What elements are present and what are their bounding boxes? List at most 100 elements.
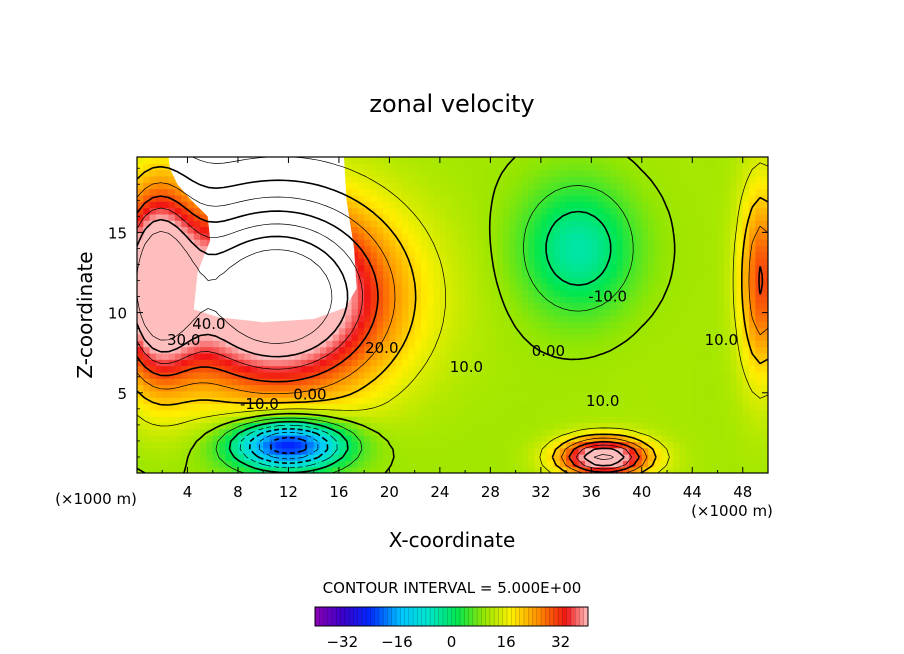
- field-cell: [717, 422, 725, 430]
- field-cell: [174, 232, 182, 240]
- field-cell: [755, 428, 763, 436]
- field-cell: [547, 378, 555, 386]
- field-cell: [275, 340, 283, 348]
- field-cell: [408, 302, 416, 310]
- field-cell: [168, 428, 176, 436]
- field-cell: [389, 416, 397, 424]
- field-cell: [553, 157, 561, 164]
- field-cell: [622, 340, 630, 348]
- field-cell: [458, 435, 466, 442]
- field-cell: [313, 327, 321, 335]
- field-cell: [654, 397, 662, 405]
- field-cell: [622, 169, 630, 177]
- field-cell: [269, 422, 277, 430]
- field-cell: [307, 397, 315, 405]
- field-cell: [149, 232, 157, 240]
- field-cell: [490, 327, 498, 335]
- field-cell: [376, 277, 384, 284]
- field-cell: [288, 390, 296, 398]
- field-cell: [711, 321, 719, 329]
- field-cell: [717, 188, 725, 196]
- field-cell: [496, 422, 504, 430]
- field-cell: [572, 390, 580, 398]
- field-cell: [528, 220, 536, 228]
- field-cell: [540, 359, 548, 367]
- field-cell: [597, 245, 605, 253]
- field-cell: [635, 207, 643, 215]
- field-cell: [711, 302, 719, 310]
- field-cell: [597, 428, 605, 436]
- field-cell: [502, 302, 510, 310]
- field-cell: [685, 232, 693, 240]
- field-cell: [137, 194, 144, 202]
- field-cell: [143, 384, 151, 392]
- field-cell: [338, 359, 346, 367]
- field-cell: [408, 270, 416, 278]
- field-cell: [591, 390, 599, 398]
- field-cell: [654, 409, 662, 417]
- field-cell: [389, 163, 397, 171]
- field-cell: [256, 428, 264, 436]
- field-cell: [168, 207, 176, 215]
- field-cell: [244, 460, 252, 468]
- field-cell: [383, 416, 390, 424]
- field-cell: [749, 194, 756, 202]
- field-cell: [155, 409, 163, 417]
- field-cell: [490, 416, 498, 424]
- field-cell: [553, 454, 561, 461]
- field-cell: [509, 397, 517, 405]
- field-cell: [326, 428, 334, 436]
- field-cell: [231, 340, 239, 348]
- field-cell: [168, 397, 176, 405]
- field-cell: [206, 371, 214, 379]
- field-cell: [660, 245, 668, 253]
- field-cell: [408, 365, 416, 373]
- field-cell: [313, 422, 321, 430]
- field-cell: [667, 327, 674, 335]
- field-cell: [155, 289, 163, 297]
- field-cell: [155, 264, 163, 272]
- field-cell: [200, 371, 208, 379]
- field-cell: [572, 454, 580, 461]
- field-cell: [509, 201, 517, 209]
- field-cell: [212, 346, 220, 354]
- field-cell: [515, 340, 523, 348]
- field-cell: [420, 352, 428, 360]
- field-cell: [187, 315, 195, 322]
- field-cell: [357, 283, 365, 291]
- field-cell: [736, 428, 744, 436]
- field-cell: [742, 378, 750, 386]
- field-cell: [326, 447, 334, 455]
- field-cell: [200, 378, 208, 386]
- field-cell: [749, 270, 756, 278]
- field-cell: [420, 460, 428, 468]
- field-cell: [439, 302, 447, 310]
- field-cell: [711, 289, 719, 297]
- field-cell: [490, 201, 498, 209]
- field-cell: [389, 403, 397, 411]
- field-cell: [566, 283, 573, 291]
- field-cell: [622, 239, 630, 247]
- field-cell: [307, 447, 315, 455]
- field-cell: [477, 428, 485, 436]
- field-cell: [162, 416, 170, 424]
- field-cell: [534, 454, 542, 461]
- field-cell: [244, 371, 252, 379]
- field-cell: [660, 327, 668, 335]
- field-cell: [137, 220, 144, 228]
- field-cell: [376, 359, 384, 367]
- field-cell: [742, 169, 750, 177]
- field-cell: [755, 207, 763, 215]
- field-cell: [654, 384, 662, 392]
- field-cell: [578, 447, 586, 455]
- field-cell: [452, 201, 460, 209]
- field-cell: [730, 163, 738, 171]
- field-cell: [723, 378, 731, 386]
- field-cell: [591, 333, 599, 341]
- field-cell: [389, 289, 397, 297]
- field-cell: [603, 428, 611, 436]
- field-cell: [749, 163, 756, 171]
- field-cell: [660, 409, 668, 417]
- field-cell: [490, 213, 498, 221]
- field-cell: [761, 428, 768, 436]
